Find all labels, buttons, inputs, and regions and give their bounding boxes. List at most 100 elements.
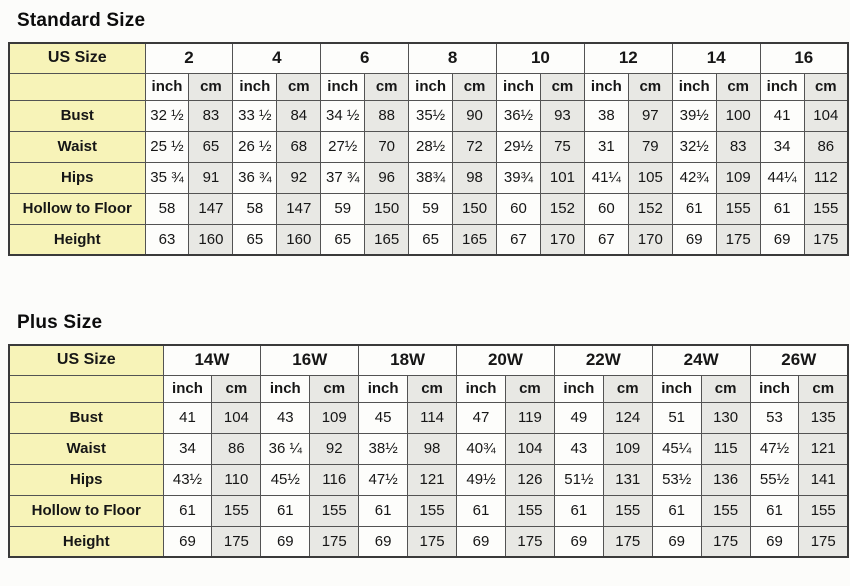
measurement-cell-cm: 93 bbox=[539, 99, 585, 132]
measurement-cell-inch: 69 bbox=[553, 525, 604, 558]
measurement-cell-cm: 98 bbox=[407, 432, 458, 465]
measurement-cell-cm: 104 bbox=[803, 99, 849, 132]
size-header-cell: 14 bbox=[671, 42, 761, 74]
size-header-cell: 6 bbox=[320, 42, 410, 74]
standard-size-section: Standard Size US Size 2 4 6 8 10 12 14 16 inch cm i… bbox=[8, 10, 849, 256]
measurement-cell-cm: 150 bbox=[452, 192, 497, 225]
inch-unit-cell: inch bbox=[583, 72, 629, 101]
cm-unit-cell: cm bbox=[276, 72, 322, 101]
cm-unit-cell: cm bbox=[715, 72, 761, 101]
measurement-cell-inch: 25 ½ bbox=[144, 130, 190, 163]
cm-unit-cell: cm bbox=[407, 374, 458, 403]
measurement-cell-inch: 69 bbox=[749, 525, 800, 558]
row-label: Bust bbox=[8, 401, 164, 434]
measurement-cell-cm: 119 bbox=[504, 401, 555, 434]
measurement-cell-inch: 41¼ bbox=[583, 161, 629, 194]
cm-unit-cell: cm bbox=[539, 72, 585, 101]
us-size-corner-cell: US Size bbox=[8, 344, 164, 376]
plus-size-section: Plus Size US Size 14W 16W 18W 20W 22W 24W 26W in… bbox=[8, 312, 849, 558]
cm-unit-cell: cm bbox=[602, 374, 653, 403]
size-header-cell: 16W bbox=[260, 344, 360, 376]
measurement-cell-cm: 135 bbox=[798, 401, 849, 434]
inch-unit-cell: inch bbox=[553, 374, 604, 403]
measurement-cell-cm: 88 bbox=[364, 99, 410, 132]
plus-size-table: US Size 14W 16W 18W 20W 22W 24W 26W inch cm inch cm… bbox=[8, 344, 849, 558]
measurement-cell-cm: 155 bbox=[715, 192, 761, 225]
measurement-cell-cm: 79 bbox=[627, 130, 673, 163]
measurement-cell-cm: 70 bbox=[364, 130, 410, 163]
measurement-cell-cm: 121 bbox=[407, 463, 458, 496]
measurement-cell-inch: 61 bbox=[651, 494, 702, 527]
cm-unit-cell: cm bbox=[452, 72, 497, 101]
measurement-cell-inch: 61 bbox=[671, 192, 717, 225]
measurement-cell-cm: 155 bbox=[798, 494, 849, 527]
measurement-cell-cm: 114 bbox=[407, 401, 458, 434]
measurement-cell-inch: 61 bbox=[749, 494, 800, 527]
measurement-cell-cm: 86 bbox=[211, 432, 262, 465]
inch-unit-cell: inch bbox=[260, 374, 311, 403]
measurement-cell-inch: 38¾ bbox=[408, 161, 454, 194]
size-header-cell: 10 bbox=[496, 42, 585, 74]
inch-unit-cell: inch bbox=[651, 374, 702, 403]
measurement-cell-inch: 45 bbox=[358, 401, 409, 434]
measurement-cell-inch: 32½ bbox=[671, 130, 717, 163]
measurement-cell-cm: 115 bbox=[700, 432, 751, 465]
measurement-cell-cm: 126 bbox=[504, 463, 555, 496]
measurement-cell-cm: 83 bbox=[188, 99, 234, 132]
measurement-cell-inch: 33 ½ bbox=[232, 99, 278, 132]
measurement-cell-inch: 28½ bbox=[408, 130, 454, 163]
measurement-cell-inch: 60 bbox=[496, 192, 541, 225]
row-label: Waist bbox=[8, 130, 146, 163]
row-label: Height bbox=[8, 525, 164, 558]
measurement-cell-inch: 59 bbox=[408, 192, 454, 225]
measurement-cell-inch: 31 bbox=[583, 130, 629, 163]
measurement-cell-cm: 84 bbox=[276, 99, 322, 132]
measurement-cell-cm: 112 bbox=[803, 161, 849, 194]
measurement-cell-cm: 175 bbox=[700, 525, 751, 558]
measurement-cell-cm: 155 bbox=[407, 494, 458, 527]
measurement-cell-cm: 136 bbox=[700, 463, 751, 496]
measurement-cell-cm: 175 bbox=[798, 525, 849, 558]
table-row: Hips 43½ 110 45½ 116 47½ 121 49½ 126 51½ 131 53½ 136… bbox=[8, 463, 849, 496]
measurement-cell-inch: 32 ½ bbox=[144, 99, 190, 132]
measurement-cell-inch: 61 bbox=[358, 494, 409, 527]
measurement-cell-inch: 34 bbox=[162, 432, 213, 465]
cm-unit-cell: cm bbox=[504, 374, 555, 403]
measurement-cell-cm: 155 bbox=[700, 494, 751, 527]
measurement-cell-inch: 61 bbox=[553, 494, 604, 527]
measurement-cell-inch: 40¾ bbox=[456, 432, 506, 465]
cm-unit-cell: cm bbox=[798, 374, 849, 403]
measurement-cell-cm: 160 bbox=[188, 223, 234, 256]
measurement-cell-cm: 109 bbox=[715, 161, 761, 194]
measurement-cell-cm: 68 bbox=[276, 130, 322, 163]
size-header-cell: 8 bbox=[408, 42, 497, 74]
table-row: Height 63 160 65 160 65 165 65 165 67 170 67 170 69 17… bbox=[8, 223, 849, 256]
inch-unit-cell: inch bbox=[408, 72, 454, 101]
measurement-cell-inch: 47 bbox=[456, 401, 506, 434]
inch-unit-cell: inch bbox=[162, 374, 213, 403]
measurement-cell-cm: 100 bbox=[715, 99, 761, 132]
measurement-cell-inch: 41 bbox=[162, 401, 213, 434]
measurement-cell-inch: 69 bbox=[671, 223, 717, 256]
table-row: Hips 35 ¾ 91 36 ¾ 92 37 ¾ 96 38¾ 98 39¾ 101 41¼ 105 4… bbox=[8, 161, 849, 194]
measurement-cell-inch: 42¾ bbox=[671, 161, 717, 194]
measurement-cell-cm: 147 bbox=[276, 192, 322, 225]
measurement-cell-cm: 92 bbox=[276, 161, 322, 194]
measurement-cell-inch: 69 bbox=[162, 525, 213, 558]
units-spacer-cell bbox=[8, 374, 164, 403]
inch-unit-cell: inch bbox=[144, 72, 190, 101]
table-row: Height 69 175 69 175 69 175 69 175 69 175 69 175 69 17… bbox=[8, 525, 849, 558]
measurement-cell-cm: 109 bbox=[309, 401, 360, 434]
measurement-cell-inch: 34 bbox=[759, 130, 805, 163]
measurement-cell-inch: 53 bbox=[749, 401, 800, 434]
size-header-cell: 4 bbox=[232, 42, 322, 74]
size-header-cell: 22W bbox=[553, 344, 653, 376]
measurement-cell-inch: 35 ¾ bbox=[144, 161, 190, 194]
standard-size-title: Standard Size bbox=[17, 10, 146, 31]
measurement-cell-inch: 65 bbox=[408, 223, 454, 256]
measurement-cell-cm: 83 bbox=[715, 130, 761, 163]
measurement-cell-inch: 47½ bbox=[749, 432, 800, 465]
measurement-cell-cm: 96 bbox=[364, 161, 410, 194]
measurement-cell-cm: 121 bbox=[798, 432, 849, 465]
measurement-cell-inch: 34 ½ bbox=[320, 99, 366, 132]
